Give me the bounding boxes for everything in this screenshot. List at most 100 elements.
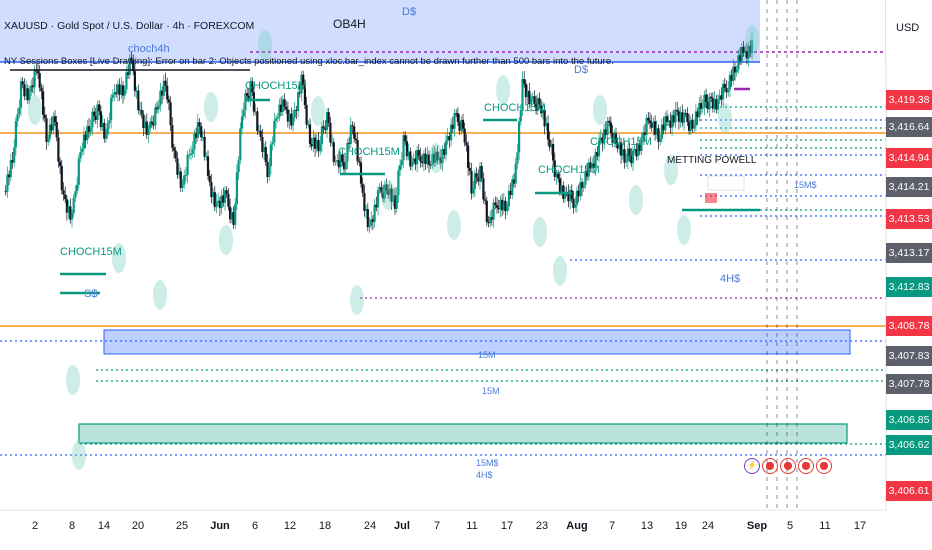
candles-layer — [4, 25, 759, 470]
candle-body — [48, 124, 51, 139]
candle-body — [448, 136, 451, 141]
candle-body — [383, 184, 386, 199]
candle-body — [257, 130, 261, 132]
candle-body — [288, 113, 291, 122]
candle-body — [426, 154, 429, 165]
candle-body — [130, 57, 133, 61]
candle-body — [286, 109, 289, 122]
swing-point-marker — [745, 25, 759, 55]
us-flag-icon-4[interactable]: ⬤ — [816, 458, 832, 474]
candle-body — [280, 104, 283, 112]
candle-body — [718, 95, 721, 100]
candle-body — [614, 133, 618, 144]
candle-body — [579, 182, 582, 197]
x-tick: 17 — [500, 520, 514, 532]
candle-body — [254, 111, 257, 113]
candle-body — [227, 194, 230, 207]
candle-body — [392, 195, 395, 202]
candle-body — [266, 162, 269, 177]
candle-body — [210, 182, 213, 198]
candle-body — [713, 99, 716, 109]
candle-body — [569, 190, 572, 202]
candle-body — [268, 166, 271, 177]
candle-body — [155, 107, 159, 110]
candle-body — [477, 177, 480, 182]
candle-body — [365, 209, 368, 211]
candle-body — [543, 109, 546, 127]
candle-body — [251, 81, 254, 93]
candle-body — [443, 149, 446, 155]
candle-body — [103, 122, 106, 139]
lightning-icon[interactable]: ⚡ — [744, 458, 760, 474]
swing-point-marker — [593, 95, 607, 125]
candle-body — [463, 128, 466, 143]
us-flag-icon-2[interactable]: ⬤ — [780, 458, 796, 474]
candle-body — [166, 85, 169, 100]
candle-body — [28, 92, 31, 101]
candle-body — [665, 116, 669, 122]
candle-body — [13, 147, 16, 163]
candle-body — [57, 137, 60, 162]
candle-body — [597, 140, 601, 157]
us-flag-icon-1[interactable]: ⬤ — [762, 458, 778, 474]
candle-body — [305, 105, 308, 125]
candle-body — [361, 183, 364, 193]
candle-body — [203, 136, 206, 157]
candle-body — [273, 120, 276, 143]
candle-body — [519, 110, 522, 122]
candle-body — [295, 109, 298, 111]
candle-body — [14, 120, 17, 148]
candle-body — [213, 192, 216, 208]
indicator-error: NY Sessions Boxes [Live Drawing]: Error … — [4, 56, 614, 67]
currency-selector[interactable]: USD — [885, 0, 932, 60]
candle-body — [206, 156, 210, 176]
candle-body — [745, 51, 748, 59]
candle-body — [237, 160, 240, 173]
candle-body — [684, 113, 687, 115]
candle-body — [348, 142, 351, 144]
us-flag-icon-3[interactable]: ⬤ — [798, 458, 814, 474]
candle-body — [478, 166, 482, 182]
x-tick: 24 — [701, 520, 715, 532]
candle-body — [467, 145, 470, 168]
candle-body — [9, 160, 12, 178]
candle-body — [455, 113, 458, 115]
candle-body — [52, 116, 55, 131]
price-tag: 3,406.62 — [886, 435, 932, 455]
swing-point-marker — [219, 225, 233, 255]
price-tag: 3,407.78 — [886, 374, 932, 394]
candle-body — [329, 122, 332, 143]
price-tag: 3,407.83 — [886, 346, 932, 366]
candle-body — [664, 116, 667, 131]
swing-point-marker — [677, 215, 691, 245]
candle-body — [475, 173, 478, 178]
candle-body — [732, 66, 735, 81]
candle-body — [577, 190, 580, 197]
candle-body — [198, 122, 201, 127]
candle-body — [55, 122, 58, 138]
candle-body — [453, 113, 456, 129]
candle-body — [421, 161, 424, 164]
event-icons[interactable]: ⚡ ⬤ ⬤ ⬤ ⬤ — [744, 458, 832, 474]
candle-body — [145, 121, 148, 135]
candle-body — [176, 158, 179, 175]
candle-body — [281, 99, 284, 112]
candle-body — [693, 125, 696, 129]
symbol-header[interactable]: XAUUSD · Gold Spot / U.S. Dollar · 4h · … — [4, 20, 255, 32]
candle-body — [18, 107, 21, 115]
candle-body — [750, 40, 754, 54]
candle-body — [570, 190, 573, 199]
x-tick: 23 — [535, 520, 549, 532]
candle-body — [667, 120, 670, 122]
candle-body — [407, 151, 410, 157]
candle-body — [606, 120, 609, 135]
candle-body — [621, 149, 624, 156]
candle-body — [218, 200, 221, 209]
candle-body — [50, 124, 53, 131]
swing-point-marker — [429, 143, 443, 173]
x-tick: Jun — [210, 520, 230, 532]
candle-body — [720, 95, 723, 100]
candle-body — [611, 132, 614, 144]
candle-body — [604, 129, 607, 135]
